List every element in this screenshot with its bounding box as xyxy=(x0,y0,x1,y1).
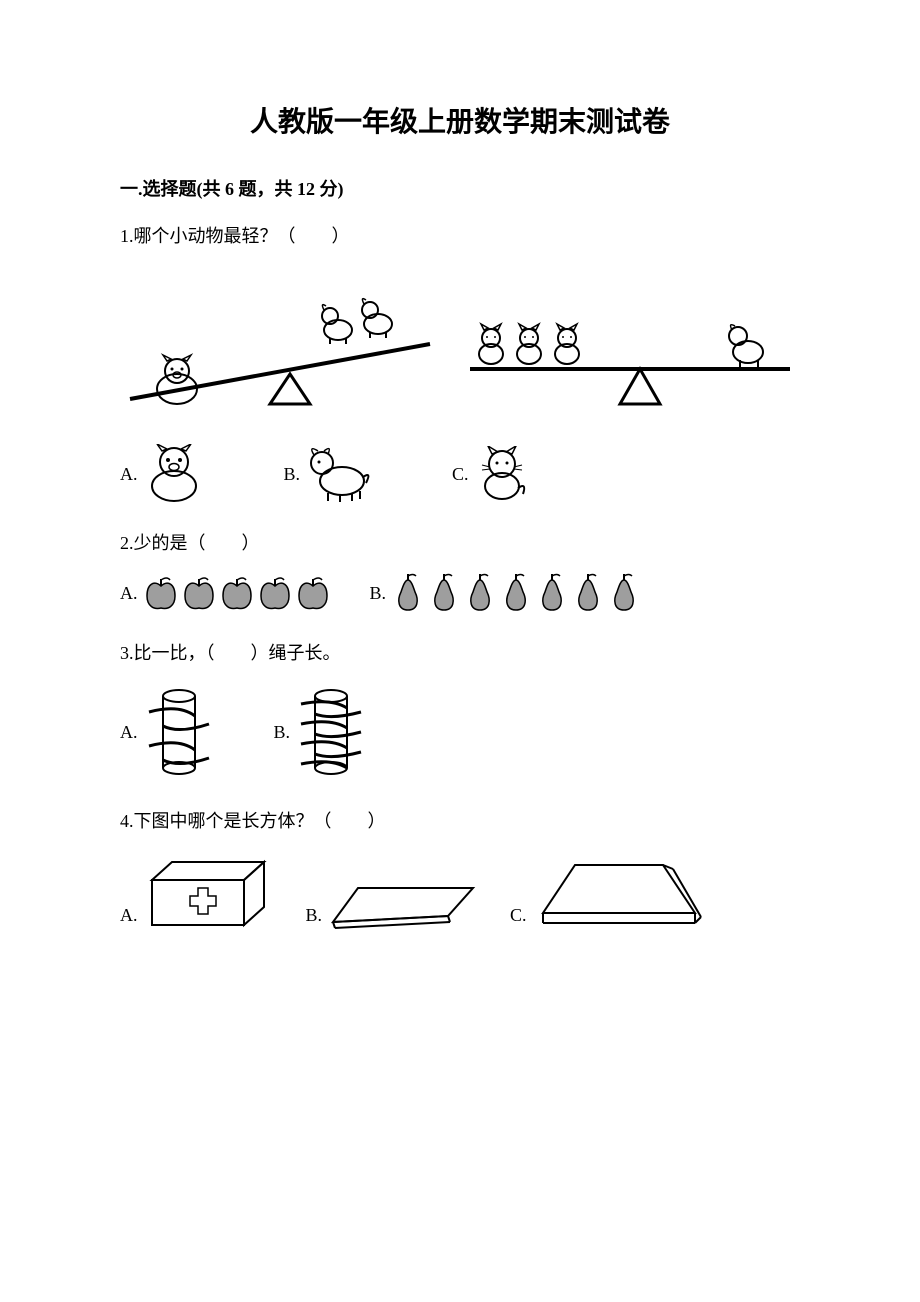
question-2: 2.少的是（ ） A. B. xyxy=(120,529,800,614)
q4-options: A. B. C. xyxy=(120,850,800,930)
box-icon xyxy=(144,850,274,930)
q1-option-c[interactable]: C. xyxy=(452,446,529,502)
question-4: 4.下图中哪个是长方体？（ ） A. B. C. xyxy=(120,807,800,930)
trapezoid-icon xyxy=(533,855,703,930)
q3-option-a[interactable]: A. xyxy=(120,682,214,782)
q4-optA-label: A. xyxy=(120,901,138,930)
q1-optA-label: A. xyxy=(120,460,138,489)
q1-options: A. B. xyxy=(120,444,800,504)
q3-text: 3.比一比，（ ）绳子长。 xyxy=(120,639,800,668)
seesaw-right xyxy=(460,264,800,414)
question-3: 3.比一比，（ ）绳子长。 A. B. xyxy=(120,639,800,782)
q4-option-c[interactable]: C. xyxy=(510,855,703,930)
q3-optA-label: A. xyxy=(120,718,138,747)
pear-sequence xyxy=(392,572,640,614)
q2-option-a[interactable]: A. xyxy=(120,574,330,612)
apple-sequence xyxy=(144,574,330,612)
section-header: 一.选择题(共 6 题，共 12 分) xyxy=(120,175,800,204)
parallelogram-icon xyxy=(328,880,478,930)
pole-b-icon xyxy=(296,682,366,782)
q4-option-a[interactable]: A. xyxy=(120,850,274,930)
q4-option-b[interactable]: B. xyxy=(306,880,479,930)
q3-options: A. B. xyxy=(120,682,800,782)
q1-optB-label: B. xyxy=(284,460,301,489)
q1-text: 1.哪个小动物最轻？（ ） xyxy=(120,222,800,251)
q4-optC-label: C. xyxy=(510,901,527,930)
q3-option-b[interactable]: B. xyxy=(274,682,367,782)
cat-icon xyxy=(475,446,529,502)
q4-optB-label: B. xyxy=(306,901,323,930)
q1-optC-label: C. xyxy=(452,460,469,489)
q4-text: 4.下图中哪个是长方体？（ ） xyxy=(120,807,800,836)
q2-options: A. B. xyxy=(120,572,800,614)
q1-option-b[interactable]: B. xyxy=(284,445,373,503)
pole-a-icon xyxy=(144,682,214,782)
q2-option-b[interactable]: B. xyxy=(370,572,641,614)
dog-icon xyxy=(306,445,372,503)
q2-text: 2.少的是（ ） xyxy=(120,529,800,558)
q3-optB-label: B. xyxy=(274,718,291,747)
q2-optA-label: A. xyxy=(120,579,138,608)
q1-seesaw-images xyxy=(120,264,800,414)
pig-icon xyxy=(144,444,204,504)
q2-optB-label: B. xyxy=(370,579,387,608)
q1-option-a[interactable]: A. xyxy=(120,444,204,504)
question-1: 1.哪个小动物最轻？（ ） xyxy=(120,222,800,505)
seesaw-left xyxy=(120,264,440,414)
page-title: 人教版一年级上册数学期末测试卷 xyxy=(120,100,800,145)
